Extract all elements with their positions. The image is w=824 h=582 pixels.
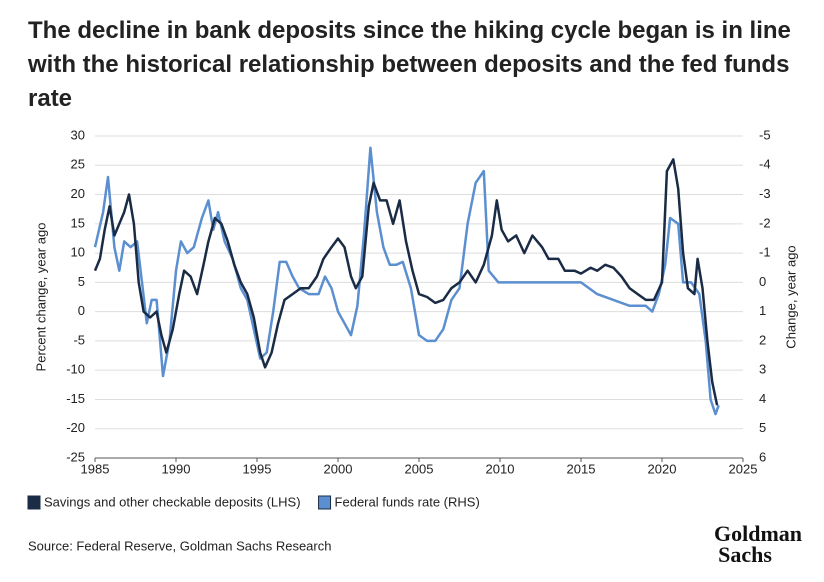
x-tick-label: 2015 xyxy=(567,461,596,476)
x-tick-label: 2020 xyxy=(648,461,677,476)
x-tick-label: 2025 xyxy=(729,461,758,476)
legend-label: Federal funds rate (RHS) xyxy=(335,494,480,509)
y-tick-label: 15 xyxy=(71,215,85,230)
y2-tick-label: -3 xyxy=(759,186,771,201)
x-tick-label: 2000 xyxy=(324,461,353,476)
legend-label: Savings and other checkable deposits (LH… xyxy=(44,494,301,509)
y-tick-label: 5 xyxy=(78,274,85,289)
chart-title: The decline in bank deposits since the h… xyxy=(28,17,791,112)
y2-tick-label: 4 xyxy=(759,391,766,406)
legend-swatch xyxy=(318,495,332,510)
logo: Goldman xyxy=(714,521,802,546)
y-axis-label: Percent change, year ago xyxy=(33,223,48,372)
y-tick-label: -25 xyxy=(66,449,85,464)
y2-tick-label: 6 xyxy=(759,449,766,464)
y2-tick-label: -1 xyxy=(759,245,771,260)
x-tick-label: 2005 xyxy=(405,461,434,476)
y2-tick-label: -2 xyxy=(759,215,771,230)
y2-tick-label: 0 xyxy=(759,274,766,289)
y2-tick-label: 5 xyxy=(759,420,766,435)
y-tick-label: 30 xyxy=(71,127,85,142)
source: Source: Federal Reserve, Goldman Sachs R… xyxy=(28,538,331,553)
y-tick-label: -20 xyxy=(66,420,85,435)
y-tick-label: -10 xyxy=(66,362,85,377)
y2-axis-label: Change, year ago xyxy=(783,245,798,348)
y2-tick-label: 1 xyxy=(759,303,766,318)
y-tick-label: 25 xyxy=(71,157,85,172)
y2-tick-label: 3 xyxy=(759,362,766,377)
y-tick-label: 20 xyxy=(71,186,85,201)
y-tick-label: -15 xyxy=(66,391,85,406)
y-tick-label: 0 xyxy=(78,303,85,318)
logo: Sachs xyxy=(718,542,772,567)
y2-tick-label: -4 xyxy=(759,157,771,172)
y-tick-label: -5 xyxy=(73,332,85,347)
x-tick-label: 2010 xyxy=(486,461,515,476)
y-tick-label: 10 xyxy=(71,245,85,260)
x-tick-label: 1985 xyxy=(81,461,110,476)
legend-swatch xyxy=(27,495,41,510)
x-tick-label: 1990 xyxy=(162,461,191,476)
x-tick-label: 1995 xyxy=(243,461,272,476)
y2-tick-label: -5 xyxy=(759,127,771,142)
y2-tick-label: 2 xyxy=(759,332,766,347)
series-line xyxy=(93,158,719,406)
